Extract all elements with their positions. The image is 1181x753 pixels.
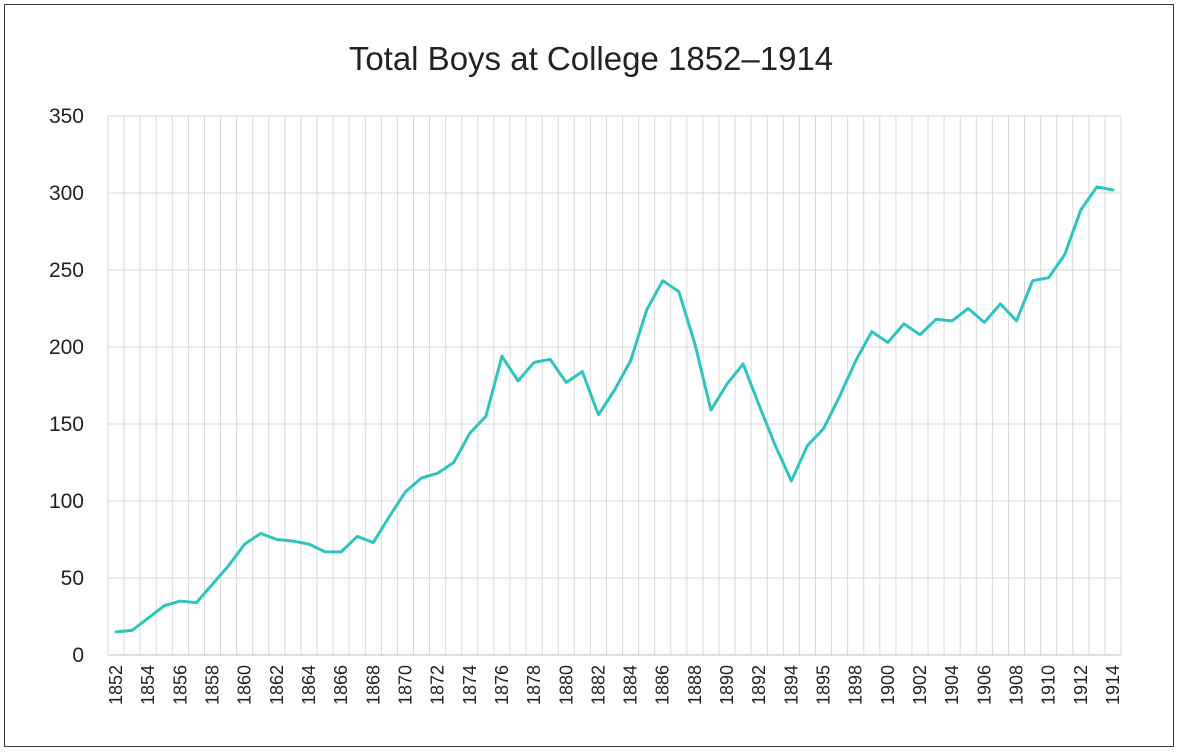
x-tick-label: 1876 xyxy=(492,665,512,705)
x-tick-label: 1894 xyxy=(781,665,801,705)
y-tick-label: 300 xyxy=(49,182,84,205)
x-tick-label: 1912 xyxy=(1071,665,1091,705)
y-tick-label: 0 xyxy=(72,644,84,667)
y-tick-label: 50 xyxy=(61,567,84,590)
x-tick-label: 1890 xyxy=(717,665,737,705)
x-tick-label: 1898 xyxy=(846,665,866,705)
y-tick-label: 350 xyxy=(49,105,84,128)
x-tick-label: 1858 xyxy=(203,665,223,705)
x-tick-label: 1866 xyxy=(331,665,351,705)
x-tick-label: 1914 xyxy=(1103,665,1123,705)
x-tick-label: 1870 xyxy=(395,665,415,705)
x-tick-label: 1886 xyxy=(653,665,673,705)
x-tick-label: 1902 xyxy=(910,665,930,705)
x-tick-label: 1895 xyxy=(814,665,834,705)
x-tick-label: 1904 xyxy=(942,665,962,705)
series-group xyxy=(114,185,1115,634)
y-tick-label: 100 xyxy=(49,490,84,513)
x-tick-label: 1908 xyxy=(1006,665,1026,705)
series-line xyxy=(114,185,1115,634)
x-tick-label: 1884 xyxy=(621,665,641,705)
x-tick-label: 1860 xyxy=(235,665,255,705)
x-tick-label: 1892 xyxy=(749,665,769,705)
y-axis: 0 50 100 150 200 250 300 350 xyxy=(49,105,84,667)
x-tick-label: 1864 xyxy=(299,665,319,705)
x-tick-label: 1882 xyxy=(588,665,608,705)
x-tick-label: 1854 xyxy=(138,665,158,705)
chart-frame xyxy=(4,4,1174,747)
x-tick-label: 1906 xyxy=(974,665,994,705)
x-tick-label: 1878 xyxy=(524,665,544,705)
y-tick-label: 150 xyxy=(49,413,84,436)
x-tick-label: 1874 xyxy=(460,665,480,705)
x-tick-label: 1856 xyxy=(170,665,190,705)
y-tick-label: 200 xyxy=(49,336,84,359)
x-tick-label: 1880 xyxy=(556,665,576,705)
x-tick-label: 1852 xyxy=(106,665,126,705)
gridlines xyxy=(107,115,1122,656)
chart-title: Total Boys at College 1852–1914 xyxy=(349,40,833,77)
x-tick-label: 1862 xyxy=(267,665,287,705)
y-tick-label: 250 xyxy=(49,259,84,282)
x-axis: 1852 1854 1856 1858 1860 1862 1864 1866 1868 1870… xyxy=(106,665,1123,705)
x-tick-label: 1872 xyxy=(428,665,448,705)
x-tick-label: 1888 xyxy=(685,665,705,705)
x-tick-label: 1910 xyxy=(1039,665,1059,705)
x-tick-label: 1868 xyxy=(363,665,383,705)
x-tick-label: 1900 xyxy=(878,665,898,705)
